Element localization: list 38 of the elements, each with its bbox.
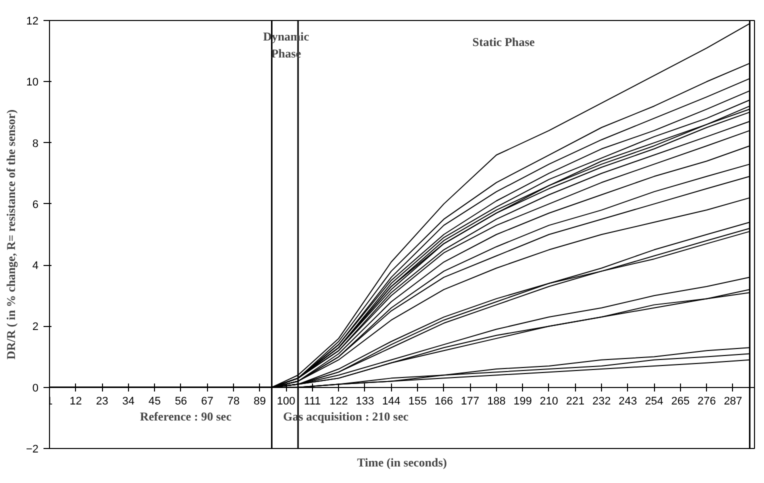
x-tick-label: 12	[70, 395, 82, 408]
x-tick-label: 78	[227, 395, 240, 408]
x-tick-label: 89	[254, 395, 266, 408]
y-tick-label: −2	[26, 444, 39, 456]
x-tick-label: 232	[592, 395, 611, 408]
y-tick-label: 0	[32, 382, 39, 394]
y-tick-label: 2	[32, 321, 39, 334]
x-tick-label: 111	[304, 395, 321, 408]
x-tick-label: 243	[618, 395, 638, 408]
y-tick-label: 12	[26, 16, 39, 28]
x-tick-label: 199	[514, 395, 532, 408]
x-tick-label: 177	[460, 395, 480, 408]
x-tick-label: 287	[724, 395, 742, 408]
x-tick-label: 23	[96, 395, 108, 408]
annotation: Static Phase	[472, 34, 536, 49]
x-tick-label: 254	[644, 395, 664, 408]
y-axis-title: DR/R ( in % change, R= resistance of the sensor)	[4, 110, 18, 360]
x-tick-label: 133	[356, 395, 374, 408]
x-tick-label: 100	[276, 395, 296, 408]
x-tick-label: 276	[698, 395, 716, 408]
annotation: Reference : 90 sec	[140, 409, 232, 424]
x-tick-label: 144	[382, 395, 400, 408]
y-tick-label: 4	[32, 260, 39, 272]
x-tick-label: 45	[148, 395, 161, 408]
x-tick-label: 166	[434, 395, 454, 408]
x-tick-label: 155	[408, 395, 427, 408]
x-tick-label: 210	[540, 395, 558, 408]
x-tick-label: 221	[566, 395, 584, 408]
y-tick-label: 8	[32, 138, 39, 150]
x-tick-label: 67	[201, 395, 214, 408]
x-tick-label: 56	[174, 395, 188, 408]
y-tick-label: 6	[32, 198, 39, 211]
x-tick-label: 122	[329, 395, 348, 408]
y-tick-label: 10	[26, 76, 39, 89]
x-tick-label: 34	[122, 395, 134, 408]
x-tick-label: 188	[487, 395, 506, 408]
x-tick-label: 265	[671, 395, 690, 408]
x-axis-title: Time (in seconds)	[357, 456, 447, 470]
